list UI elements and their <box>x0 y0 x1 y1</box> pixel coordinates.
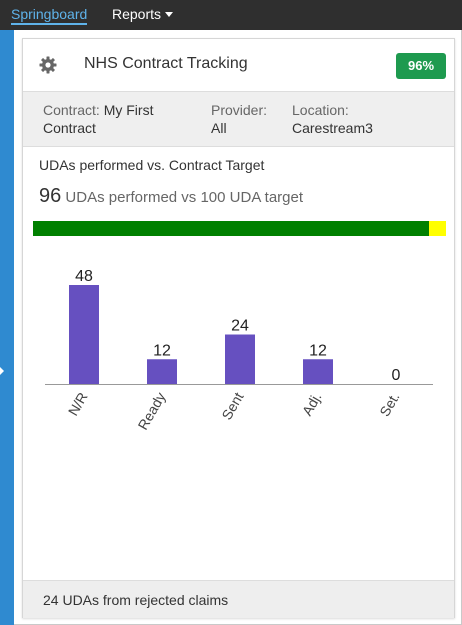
chart-data-label: 0 <box>392 367 401 384</box>
location-info: Location: Carestream3 <box>292 101 373 137</box>
contract-value-line1: My First <box>103 102 154 118</box>
chart-category-label: Sent <box>218 389 246 422</box>
chart-category-label: N/R <box>65 390 91 419</box>
rejected-claims-text: 24 UDAs from rejected claims <box>43 592 229 608</box>
contract-tracking-card: NHS Contract Tracking 96% Contract: My F… <box>22 38 455 618</box>
uda-performed-count: 96 <box>39 185 62 207</box>
chart-bar[interactable] <box>303 359 333 384</box>
nav-reports-menu[interactable]: Reports <box>112 6 174 22</box>
claims-status-bar-chart: 48 N/R 12 Ready 24 Sent 12 Adj. 0 Set. <box>45 268 433 433</box>
chart-bar[interactable] <box>69 285 99 384</box>
gear-icon[interactable] <box>38 55 58 75</box>
chart-category-label: Adj. <box>299 390 325 419</box>
location-label: Location: <box>292 102 349 118</box>
uda-progress-fill <box>33 221 430 236</box>
contract-value-line2: Contract <box>43 120 96 136</box>
provider-info: Provider: All <box>211 101 267 137</box>
sidebar-collapse-handle[interactable] <box>0 30 14 625</box>
chevron-right-icon <box>0 367 4 375</box>
provider-label: Provider: <box>211 102 268 118</box>
chart-data-label: 24 <box>231 318 249 335</box>
nav-springboard[interactable]: Springboard <box>11 6 88 25</box>
uda-summary-text: UDAs performed vs 100 UDA target <box>65 189 304 206</box>
contract-info: Contract: My First Contract <box>43 101 153 137</box>
chart-bar[interactable] <box>147 359 177 384</box>
chart-category-label: Set. <box>376 390 402 420</box>
chart-data-label: 12 <box>309 342 327 359</box>
uda-summary: 96 UDAs performed vs 100 UDA target <box>39 185 303 208</box>
caret-down-icon <box>165 11 174 17</box>
chart-data-label: 48 <box>75 268 93 285</box>
contract-label: Contract: <box>43 102 100 118</box>
provider-value: All <box>211 120 227 136</box>
uda-progress-bar <box>33 221 446 236</box>
nav-reports-label: Reports <box>112 6 162 22</box>
contract-info-row: Contract: My First Contract Provider: Al… <box>23 91 454 147</box>
chart-category-label: Ready <box>135 390 169 433</box>
card-header: NHS Contract Tracking 96% <box>23 39 454 91</box>
card-footer: 24 UDAs from rejected claims <box>23 580 454 618</box>
top-navigation-bar: Springboard Reports <box>0 0 462 30</box>
chart-data-label: 12 <box>153 342 171 359</box>
section-title: UDAs performed vs. Contract Target <box>39 157 265 173</box>
percentage-badge: 96% <box>396 53 446 79</box>
location-value: Carestream3 <box>292 120 373 136</box>
chart-bar[interactable] <box>225 334 255 385</box>
card-title: NHS Contract Tracking <box>84 55 248 72</box>
